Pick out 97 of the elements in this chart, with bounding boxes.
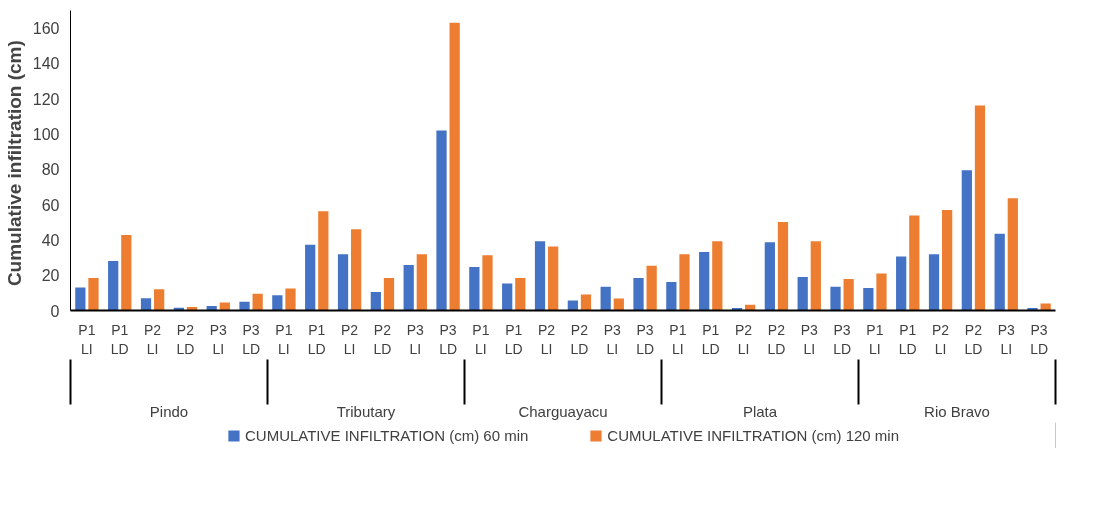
legend-label: CUMULATIVE INFILTRATION (cm) 120 min <box>607 426 900 444</box>
text: Plata <box>742 402 778 420</box>
bar <box>140 298 152 311</box>
bar <box>403 264 414 311</box>
bar <box>994 233 1005 311</box>
bar <box>764 242 775 311</box>
bar <box>515 278 526 311</box>
bar <box>502 283 513 311</box>
x-tick-label: P1 LD <box>307 321 326 357</box>
bar <box>699 252 710 311</box>
y-tick-label: 120 <box>32 90 60 108</box>
bar <box>896 256 907 311</box>
x-tick-label: P1 LI <box>472 321 490 357</box>
bar <box>646 265 657 311</box>
bar <box>534 241 546 311</box>
bar <box>961 170 972 311</box>
x-tick-label: P3 LI <box>603 321 622 357</box>
x-tick-label: P1 LI <box>669 321 687 357</box>
y-axis-title: Cumulative infiltration (cm) <box>3 40 25 287</box>
x-tick-label: P1 LD <box>898 321 917 357</box>
x-tick-label: P3 LD <box>1030 321 1049 357</box>
y-tick-label: 40 <box>41 231 60 249</box>
bar <box>928 254 940 311</box>
bar <box>810 241 821 311</box>
bar <box>449 22 460 311</box>
x-tick-label: P2 LD <box>570 321 589 357</box>
x-tick-label: P2 LD <box>176 321 195 357</box>
text: Rio Bravo <box>924 402 990 420</box>
bar <box>1007 198 1018 311</box>
bar <box>285 288 296 311</box>
bar <box>383 278 395 311</box>
bar <box>154 289 165 311</box>
y-tick-label: 60 <box>41 196 60 214</box>
y-tick-label: 140 <box>32 55 60 73</box>
x-tick-label: P2 LI <box>341 321 359 357</box>
bar <box>469 267 480 311</box>
y-tick-label: 100 <box>32 126 60 144</box>
text: Tributary <box>336 402 396 420</box>
bar <box>679 254 690 311</box>
bar <box>436 130 447 311</box>
bar <box>121 234 132 311</box>
bar <box>88 278 99 311</box>
bar <box>108 261 119 311</box>
bar <box>337 254 349 311</box>
x-tick-label: P2 LD <box>964 321 983 357</box>
bar <box>843 279 854 311</box>
bar <box>777 222 789 311</box>
x-tick-label: P3 LD <box>833 321 852 357</box>
bar <box>942 209 953 311</box>
x-tick-label: P3 LD <box>242 321 261 357</box>
x-tick-label: P3 LD <box>439 321 458 357</box>
x-tick-label: P1 LD <box>110 321 129 357</box>
x-tick-label: P2 LI <box>144 321 162 357</box>
y-tick-label: 20 <box>41 267 60 285</box>
bar <box>370 291 381 311</box>
bar <box>580 294 592 311</box>
bar <box>318 211 329 311</box>
x-tick-label: P3 LI <box>997 321 1016 357</box>
bar <box>305 244 316 311</box>
x-tick-label: P3 LI <box>800 321 819 357</box>
bar <box>876 273 887 311</box>
text: Charguayacu <box>518 402 608 420</box>
bar <box>548 246 559 311</box>
legend-label: CUMULATIVE INFILTRATION (cm) 60 min <box>244 426 529 444</box>
bar <box>712 241 723 311</box>
x-tick-label: P3 LI <box>406 321 425 357</box>
bar <box>797 276 808 311</box>
y-tick-label: 80 <box>41 161 60 179</box>
bar <box>351 229 362 311</box>
bar <box>909 215 920 311</box>
x-tick-label: P1 LD <box>504 321 523 357</box>
text: Pindo <box>149 402 189 420</box>
bar <box>633 278 644 311</box>
x-tick-label: P2 LD <box>373 321 392 357</box>
y-tick-label: 0 <box>50 302 60 320</box>
bar <box>600 286 611 311</box>
bar <box>239 301 250 311</box>
bar <box>75 287 86 311</box>
bar <box>974 105 986 311</box>
x-tick-label: P2 LI <box>735 321 753 357</box>
x-tick-label: P1 LD <box>701 321 720 357</box>
x-tick-label: P3 LI <box>209 321 228 357</box>
bar <box>666 282 677 311</box>
y-tick-label: 160 <box>32 20 60 38</box>
bar <box>272 295 283 311</box>
bar <box>830 286 841 311</box>
bar <box>482 255 493 311</box>
x-tick-label: P1 LI <box>275 321 293 357</box>
x-tick-label: P1 LI <box>866 321 884 357</box>
bar <box>252 293 263 311</box>
bar <box>416 254 427 311</box>
bar <box>863 287 874 311</box>
x-tick-label: P1 LI <box>78 321 96 357</box>
x-tick-label: P2 LD <box>767 321 786 357</box>
x-tick-label: P3 LD <box>636 321 655 357</box>
x-tick-label: P2 LI <box>538 321 556 357</box>
x-tick-label: P2 LI <box>932 321 950 357</box>
